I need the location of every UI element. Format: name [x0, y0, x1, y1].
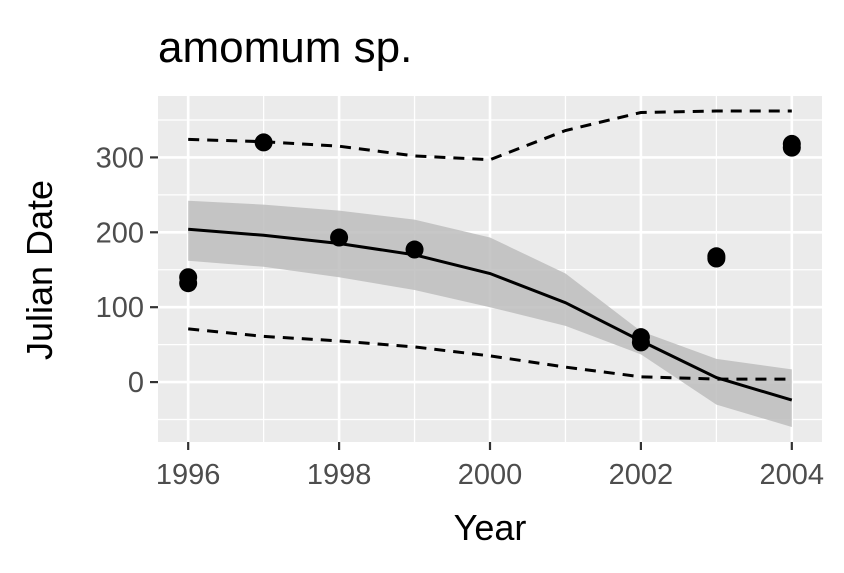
data-point: [179, 274, 198, 293]
y-axis: 0 100 200 300: [96, 142, 158, 399]
y-tick-label: 300: [96, 142, 144, 174]
fit-line: [188, 227, 793, 402]
confidence-ribbon-layer: [188, 200, 792, 427]
x-tick-label: 2002: [609, 459, 674, 491]
y-axis-title: Julian Date: [19, 180, 60, 360]
data-point: [782, 138, 801, 157]
data-point: [330, 228, 349, 247]
x-axis: 1996 1998 2000 2002 2004: [156, 442, 824, 491]
x-axis-title: Year: [454, 507, 527, 548]
data-point: [405, 240, 424, 259]
x-tick-label: 1998: [307, 459, 372, 491]
data-points-layer: [179, 133, 801, 352]
confidence-ribbon: [188, 200, 792, 427]
prediction-bounds-layer: [188, 109, 792, 381]
y-tick-label: 0: [128, 367, 144, 399]
x-tick-label: 2000: [458, 459, 523, 491]
lower-bound-dashed-line: [188, 327, 792, 381]
fit-line-layer: [188, 227, 793, 402]
x-tick-label: 1996: [156, 459, 221, 491]
data-point: [707, 249, 726, 268]
y-tick-label: 200: [96, 217, 144, 249]
upper-bound-dashed-line: [188, 109, 792, 162]
x-tick-label: 2004: [760, 459, 825, 491]
data-point: [254, 133, 273, 152]
data-point: [631, 333, 650, 352]
chart-title: amomum sp.: [158, 23, 412, 72]
y-tick-label: 100: [96, 292, 144, 324]
